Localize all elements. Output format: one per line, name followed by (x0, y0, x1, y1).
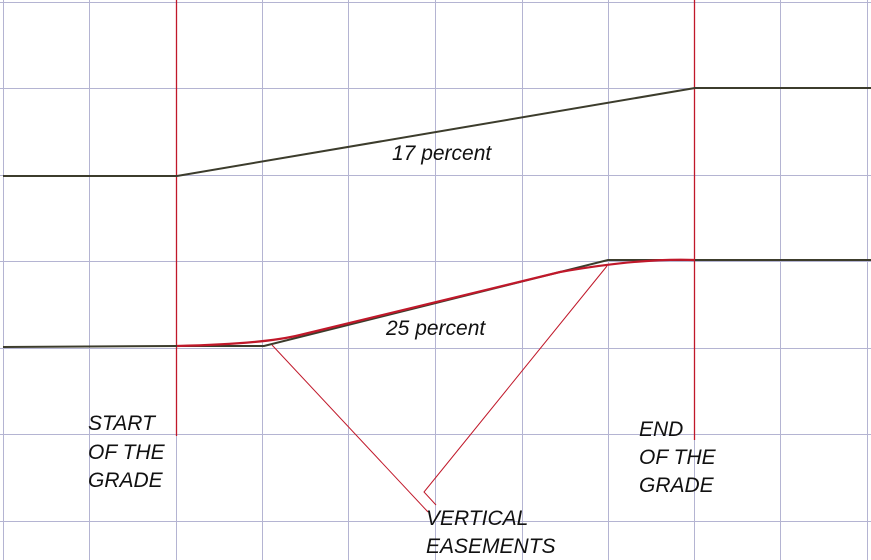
start-label-line-1: START (88, 412, 157, 435)
lower-grade-label: 25 percent (385, 317, 486, 340)
end-label-line-3: GRADE (639, 474, 715, 497)
end-label-line-2: OF THE (639, 446, 717, 469)
lower-grade-line (2, 259, 871, 348)
easement-pointer-left (271, 344, 429, 513)
vertical-curve (176, 258, 696, 348)
easement-pointer-right (423, 265, 608, 506)
upper-grade-line (3, 87, 871, 177)
start-label-line-3: GRADE (88, 469, 164, 492)
end-label-line-1: END (639, 418, 683, 441)
upper-grade-label: 17 percent (392, 142, 492, 165)
easements-label-line-2: EASEMENTS (426, 535, 556, 558)
start-label-line-2: OF THE (88, 441, 166, 464)
easements-label-line-1: VERTICAL (426, 507, 528, 530)
